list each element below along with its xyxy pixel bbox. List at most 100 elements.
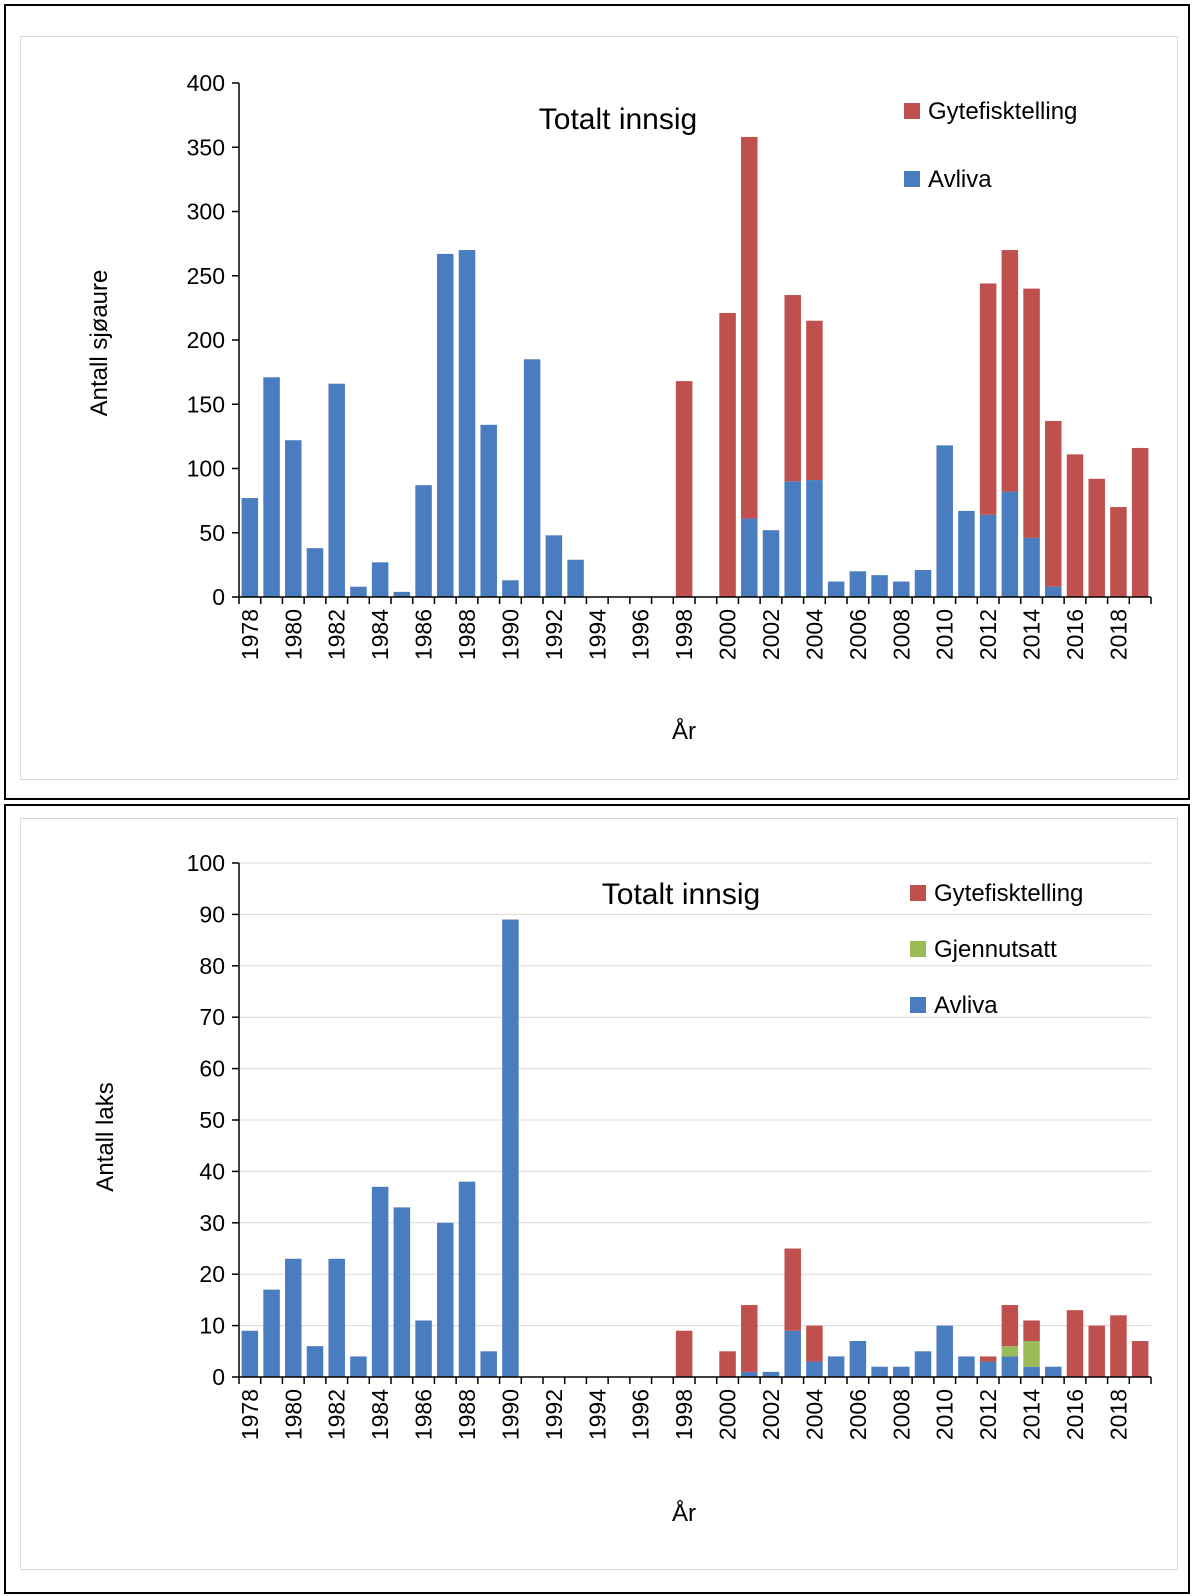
bar-avliva-1979 (263, 377, 280, 597)
y-tick-label: 150 (187, 391, 225, 417)
bar-avliva-1993 (567, 559, 584, 597)
bar-gytefisktelling-2016 (1066, 454, 1084, 597)
x-tick-label: 2004 (801, 1389, 827, 1440)
x-tick-label: 1986 (411, 1389, 437, 1440)
y-tick-label: 40 (199, 1158, 225, 1184)
y-tick-label: 100 (187, 456, 225, 482)
bar-avliva-1980 (285, 1258, 302, 1377)
x-tick-label: 2004 (801, 609, 827, 660)
x-tick-label: 1988 (454, 1389, 480, 1440)
x-tick-label: 1984 (367, 1389, 393, 1440)
bar-avliva-2012 (979, 1361, 997, 1377)
y-tick-label: 20 (199, 1261, 225, 1287)
legend-label-gytefisktelling: Gytefisktelling (928, 98, 1077, 125)
bar-gjennutsatt-2013 (1001, 1346, 1019, 1357)
bar-avliva-2004 (806, 480, 823, 597)
y-tick-label: 80 (199, 953, 225, 979)
bar-gytefisktelling-2017 (1088, 1325, 1105, 1377)
bar-avliva-2003 (784, 1330, 801, 1377)
bar-avliva-1982 (328, 383, 345, 597)
x-tick-label: 2006 (845, 609, 871, 660)
x-tick-label: 2012 (975, 1389, 1001, 1440)
x-tick-label: 1982 (324, 609, 350, 660)
bar-avliva-1988 (458, 250, 476, 598)
y-axis-label: Antall sjøaure (86, 270, 113, 417)
bar-avliva-2015 (1045, 1366, 1062, 1377)
y-axis: 0 10 20 30 40 50 60 70 80 90 100 (187, 850, 1151, 1390)
legend-label-gytefisktelling: Gytefisktelling (934, 880, 1083, 907)
bar-gytefisktelling-2000 (719, 313, 736, 597)
bar-gytefisktelling-2018 (1110, 507, 1127, 597)
bar-avliva-2008 (893, 1366, 910, 1377)
y-tick-label: 90 (199, 901, 225, 927)
x-tick-label: 2018 (1105, 1389, 1131, 1440)
bar-avliva-2007 (871, 575, 888, 597)
legend-swatch-avliva (904, 171, 920, 187)
chart-panel-laks: 0 10 20 30 40 50 60 70 80 90 100 Totalt innsig Ant… (4, 804, 1190, 1594)
y-axis: 0 50 100 150 200 250 300 350 400 (187, 70, 239, 610)
bar-gytefisktelling-2017 (1088, 478, 1105, 597)
bar-avliva-1983 (350, 1356, 367, 1377)
x-tick-label: 1986 (411, 609, 437, 660)
chart-panel-sjoaure: 0 50 100 150 200 250 300 350 400 Totalt innsig A… (4, 4, 1190, 800)
bar-gytefisktelling-2003 (784, 295, 801, 482)
chart-laks: 0 10 20 30 40 50 60 70 80 90 100 Totalt innsig Ant… (92, 850, 1152, 1527)
bar-gytefisktelling-2013 (1001, 250, 1019, 492)
bar-avliva-1992 (545, 535, 563, 597)
bar-avliva-2014 (1023, 1366, 1040, 1377)
x-tick-label: 1982 (324, 1389, 350, 1440)
x-tick-label: 2008 (888, 1389, 914, 1440)
chart-area: 0 50 100 150 200 250 300 350 400 Totalt innsig A… (20, 36, 1178, 780)
bar-avliva-1990 (502, 919, 519, 1377)
x-tick-label: 2008 (888, 609, 914, 660)
bar-gytefisktelling-2014 (1023, 1320, 1040, 1342)
x-tick-label: 1990 (497, 609, 523, 660)
bar-avliva-1989 (480, 424, 497, 597)
y-tick-label: 60 (199, 1056, 225, 1082)
bar-avliva-2011 (958, 510, 975, 597)
bar-avliva-2003 (784, 481, 801, 597)
bar-avliva-2015 (1045, 586, 1062, 597)
y-tick-label: 50 (199, 1107, 225, 1133)
legend-swatch-avliva (910, 997, 926, 1013)
bars (241, 919, 1149, 1377)
bar-gytefisktelling-2000 (719, 1351, 736, 1377)
y-axis-label: Antall laks (92, 1082, 119, 1191)
chart-title: Totalt innsig (539, 103, 697, 136)
x-tick-label: 1984 (367, 609, 393, 660)
legend-swatch-gjennutsatt (910, 941, 926, 957)
bar-avliva-1988 (458, 1181, 476, 1377)
bar-avliva-1982 (328, 1258, 345, 1377)
x-axis: 1978 1980 1982 1984 1986 1988 1990 1992 1994 1996… (237, 1377, 1152, 1440)
x-tick-label: 1980 (280, 1389, 306, 1440)
y-tick-label: 30 (199, 1210, 225, 1236)
bar-avliva-2014 (1023, 537, 1040, 597)
x-axis-label: År (672, 1499, 696, 1527)
bar-gytefisktelling-2012 (979, 283, 997, 515)
bar-gytefisktelling-2019 (1131, 1341, 1149, 1377)
x-tick-label: 2000 (715, 609, 741, 660)
bar-avliva-1984 (371, 1186, 389, 1377)
x-tick-label: 2010 (932, 609, 958, 660)
bar-avliva-1989 (480, 1351, 497, 1377)
y-tick-label: 200 (187, 327, 225, 353)
x-tick-label: 2018 (1105, 609, 1131, 660)
bar-gytefisktelling-2015 (1045, 420, 1062, 587)
bar-gytefisktelling-2013 (1001, 1305, 1019, 1347)
bar-avliva-1986 (415, 485, 432, 597)
y-tick-label: 70 (199, 1004, 225, 1030)
y-tick-label: 100 (187, 850, 225, 876)
x-axis: 1978 1980 1982 1984 1986 1988 1990 1992 1994 1996… (237, 597, 1152, 660)
bar-avliva-1991 (523, 359, 541, 597)
bars (241, 136, 1149, 598)
x-tick-label: 1978 (237, 1389, 263, 1440)
x-tick-label: 2016 (1062, 1389, 1088, 1440)
bar-avliva-2007 (871, 1366, 888, 1377)
bar-gytefisktelling-2004 (806, 1325, 823, 1362)
bar-gytefisktelling-2016 (1066, 1310, 1084, 1377)
bar-avliva-2009 (914, 1351, 932, 1377)
x-tick-label: 1990 (497, 1389, 523, 1440)
bar-avliva-1980 (285, 440, 302, 597)
legend-label-gjennutsatt: Gjennutsatt (934, 936, 1057, 963)
legend-label-avliva: Avliva (928, 166, 992, 193)
